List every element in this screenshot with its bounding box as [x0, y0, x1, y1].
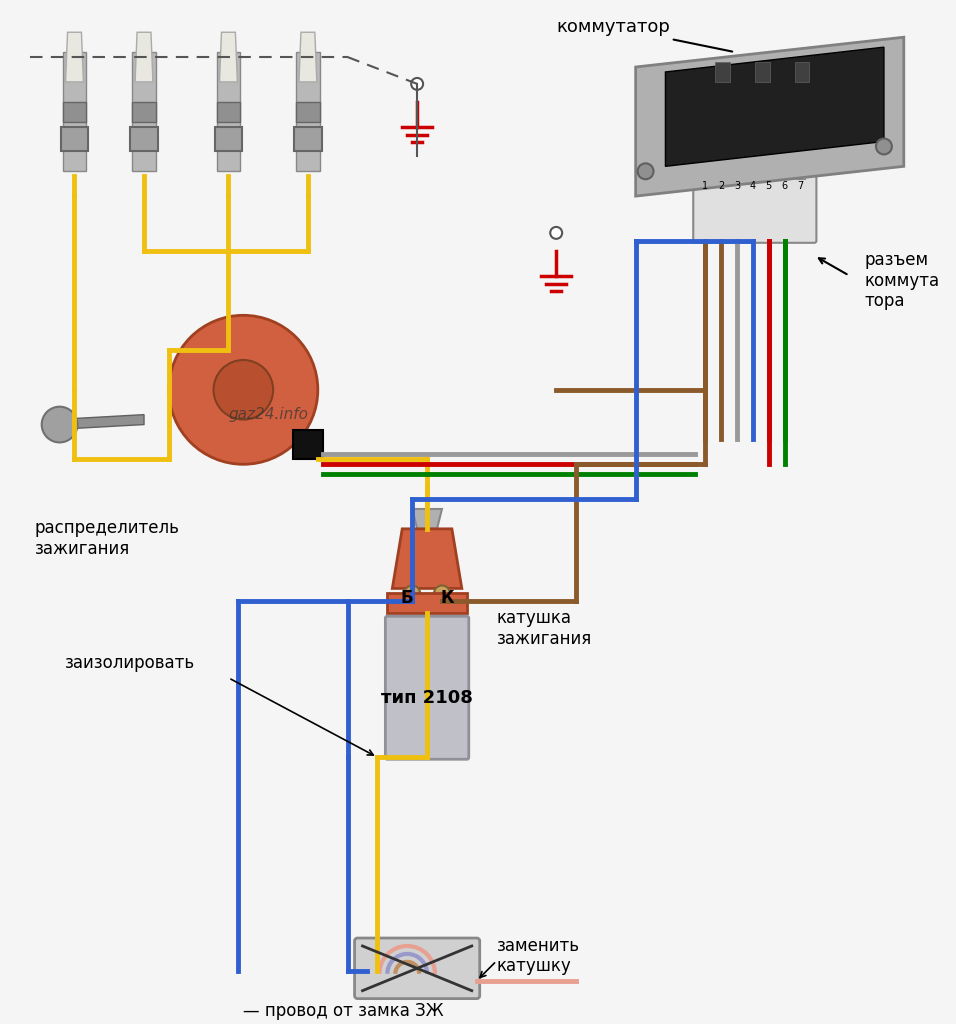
Bar: [387, 593, 467, 613]
Polygon shape: [412, 509, 442, 528]
Text: распределитель
зажигания: распределитель зажигания: [34, 519, 180, 558]
Polygon shape: [392, 528, 462, 589]
Bar: [732, 171, 742, 179]
Circle shape: [411, 78, 424, 90]
Bar: [700, 171, 710, 179]
Polygon shape: [216, 52, 240, 171]
FancyBboxPatch shape: [355, 938, 480, 998]
Polygon shape: [54, 415, 144, 429]
Bar: [755, 62, 770, 82]
Circle shape: [169, 315, 317, 464]
Bar: [780, 171, 790, 179]
Bar: [716, 171, 726, 179]
Polygon shape: [60, 127, 88, 152]
Text: заменить
катушку: заменить катушку: [496, 937, 579, 975]
Polygon shape: [132, 101, 156, 122]
Text: заизолировать: заизолировать: [65, 654, 195, 672]
Polygon shape: [66, 32, 83, 82]
Polygon shape: [135, 32, 153, 82]
Polygon shape: [62, 52, 86, 171]
Polygon shape: [214, 127, 242, 152]
Text: gaz24.info: gaz24.info: [228, 408, 308, 422]
Circle shape: [638, 164, 654, 179]
Polygon shape: [294, 127, 322, 152]
Text: 6: 6: [782, 181, 788, 191]
Polygon shape: [216, 101, 240, 122]
Circle shape: [551, 227, 562, 239]
FancyBboxPatch shape: [385, 616, 468, 759]
Text: 5: 5: [766, 181, 771, 191]
Polygon shape: [130, 127, 158, 152]
Polygon shape: [299, 32, 316, 82]
Text: — провод от замка ЗЖ: — провод от замка ЗЖ: [244, 1001, 444, 1020]
Text: Б: Б: [401, 590, 414, 607]
Circle shape: [404, 586, 420, 601]
Circle shape: [42, 407, 77, 442]
Bar: [794, 62, 810, 82]
Bar: [748, 171, 758, 179]
Bar: [715, 62, 730, 82]
Text: 7: 7: [797, 181, 804, 191]
Text: 4: 4: [750, 181, 756, 191]
Text: 3: 3: [734, 181, 740, 191]
Circle shape: [876, 138, 892, 155]
Text: 2: 2: [718, 181, 725, 191]
Polygon shape: [296, 101, 320, 122]
Text: коммутатор: коммутатор: [556, 18, 732, 51]
Text: разъем
коммута
тора: разъем коммута тора: [864, 251, 939, 310]
Text: катушка
зажигания: катушка зажигания: [496, 608, 592, 647]
Bar: [795, 171, 806, 179]
Bar: [764, 171, 773, 179]
Circle shape: [213, 360, 273, 420]
FancyBboxPatch shape: [693, 169, 816, 243]
Text: 1: 1: [702, 181, 708, 191]
Polygon shape: [62, 101, 86, 122]
Polygon shape: [636, 37, 903, 197]
Text: тип 2108: тип 2108: [381, 689, 473, 707]
Polygon shape: [665, 47, 884, 166]
Bar: [293, 429, 323, 460]
Text: К: К: [440, 590, 454, 607]
Circle shape: [434, 586, 450, 601]
Polygon shape: [220, 32, 237, 82]
Polygon shape: [296, 52, 320, 171]
Polygon shape: [132, 52, 156, 171]
